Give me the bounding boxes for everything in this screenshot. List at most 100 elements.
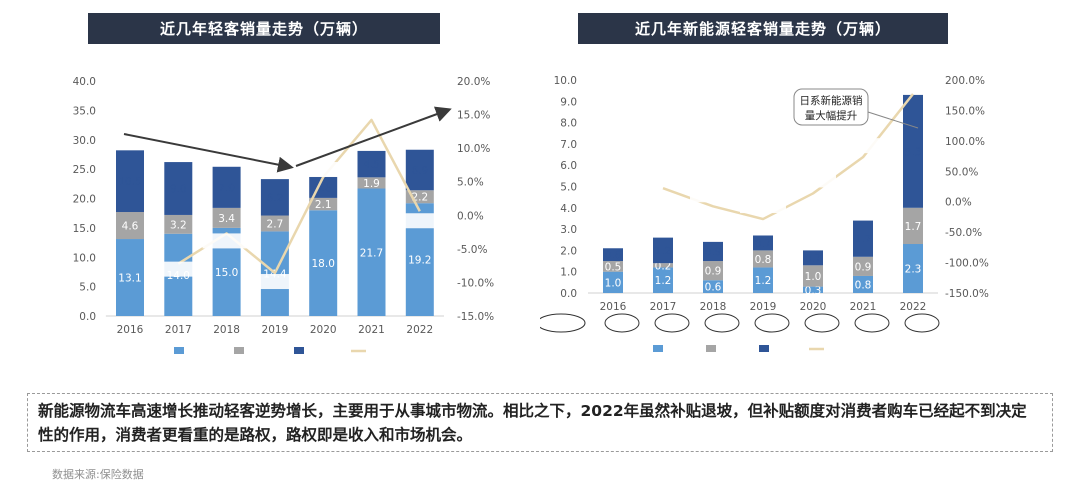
y-tick-label: 5.0 — [79, 282, 96, 294]
x-tick-label: 2019 — [750, 301, 777, 313]
bar-segment — [653, 263, 673, 268]
yoy-label-bg — [640, 168, 686, 184]
bar-data-label: 15.0 — [215, 267, 238, 279]
legend-swatch — [174, 347, 184, 354]
y-tick-label: 1.0 — [560, 267, 577, 279]
y2-tick-label: 0.0% — [945, 197, 972, 209]
bar-segment — [116, 239, 144, 316]
yoy-label-bg — [690, 187, 736, 203]
legend-swatch — [706, 345, 716, 352]
bar-data-label: 0.7 — [755, 238, 772, 250]
bar-data-label: 9.0 — [170, 184, 187, 196]
yoy-label-bg — [202, 233, 249, 249]
penetration-oval — [854, 313, 890, 333]
y-tick-label: 0.0 — [79, 311, 96, 323]
bar-data-label: 6.9 — [411, 165, 428, 177]
y-tick-label: 0.0 — [560, 288, 577, 300]
penetration-oval — [804, 313, 840, 333]
y2-tick-label: 20.0% — [457, 76, 490, 88]
x-tick-label: 2018 — [700, 301, 727, 313]
x-tick-label: 2022 — [406, 324, 433, 336]
y2-tick-label: -150.0% — [945, 288, 989, 300]
legend-swatch — [759, 345, 769, 352]
x-tick-label: 2017 — [650, 301, 677, 313]
y2-tick-label: 10.0% — [457, 143, 490, 155]
callout-box — [793, 88, 869, 126]
x-tick-label: 2020 — [310, 324, 337, 336]
yoy-label-bg — [157, 261, 204, 277]
summary-note: 新能源物流车高速增长推动轻客逆势增长，主要用于从事城市物流。相比之下，2022年… — [27, 393, 1053, 452]
bar-segment — [212, 207, 241, 228]
legend-swatch — [294, 347, 304, 354]
x-tick-label: 2018 — [213, 324, 240, 336]
y-tick-label: 15.0 — [73, 223, 96, 235]
bar-segment — [164, 162, 193, 215]
y2-tick-label: 0.0% — [457, 210, 484, 222]
y2-tick-label: -10.0% — [457, 277, 494, 289]
bar-segment — [357, 150, 386, 178]
bar-data-label: 1.7 — [855, 234, 872, 246]
chart1-svg: 0.0 5.0 10.0 15.0 20.0 25.0 30.0 35.0 40.0 -15.0%… — [73, 76, 494, 354]
bar-data-label: 1.0 — [605, 277, 622, 289]
y2-tick-label: 50.0% — [945, 166, 978, 178]
penetration-oval — [654, 313, 690, 333]
bar-segment — [853, 220, 873, 257]
chart1-title: 近几年轻客销量走势（万辆） — [88, 13, 440, 44]
bar-data-label: 13.1 — [118, 273, 141, 285]
y-tick-label: 5.0 — [560, 182, 577, 194]
y-tick-label: 3.0 — [560, 224, 577, 236]
bar-data-label: 0.5 — [605, 261, 622, 273]
y-tick-label: 8.0 — [560, 118, 577, 130]
bar-data-label: 2.1 — [315, 199, 332, 211]
yoy-label-bg — [790, 172, 836, 188]
data-source: 数据来源:保险数据 — [52, 468, 144, 481]
x-tick-label: 2022 — [900, 301, 927, 313]
bar-data-label: 1.9 — [363, 178, 380, 190]
bar-data-label: 0.8 — [755, 254, 772, 266]
bar-data-label: 18.0 — [312, 258, 335, 270]
y2-tick-label: -15.0% — [457, 311, 494, 323]
yoy-label-bg — [300, 162, 347, 178]
bar-data-label: 0.6 — [705, 282, 722, 294]
bar-segment — [753, 267, 773, 293]
bar-segment — [903, 244, 923, 293]
bar-segment — [357, 177, 386, 189]
bar-data-label: 0.6 — [605, 250, 622, 262]
bar-data-label: 10.5 — [118, 176, 141, 188]
bar-segment — [260, 179, 289, 216]
y2-tick-label: -5.0% — [457, 244, 487, 256]
bar-data-label: 4.6 — [122, 221, 139, 233]
y-tick-label: 9.0 — [560, 96, 577, 108]
x-tick-label: 2016 — [117, 324, 144, 336]
bar-segment — [603, 261, 623, 272]
bar-data-label: 0.9 — [705, 246, 722, 258]
penetration-oval — [754, 313, 790, 333]
bar-data-label: 3.4 — [218, 213, 235, 225]
bar-data-label: 1.0 — [805, 271, 822, 283]
bar-data-label: 4.5 — [363, 159, 380, 171]
y-tick-label: 2.0 — [560, 245, 577, 257]
x-tick-label: 2021 — [358, 324, 385, 336]
y2-tick-label: -50.0% — [945, 227, 982, 239]
bar-segment — [260, 215, 289, 232]
bar-data-label: 19.2 — [408, 255, 431, 267]
yoy-label-bg — [348, 98, 395, 114]
bar-segment — [212, 166, 241, 208]
callout-pointer — [867, 111, 919, 129]
y-tick-label: 20.0 — [73, 194, 96, 206]
yoy-label-bg — [890, 76, 936, 92]
bar-data-label: 0.9 — [855, 261, 872, 273]
bar-data-label: 0.7 — [805, 253, 822, 265]
y2-tick-label: 5.0% — [457, 177, 484, 189]
chart2-title: 近几年新能源轻客销量走势（万辆） — [578, 13, 948, 44]
bar-data-label: 3.2 — [170, 219, 187, 231]
y2-tick-label: 150.0% — [945, 105, 985, 117]
y-tick-label: 35.0 — [73, 105, 96, 117]
yoy-label-bg — [740, 198, 786, 214]
bar-segment — [309, 210, 338, 316]
callout-text: 日系新能源销量大幅提升 — [800, 94, 863, 122]
decline-arrow — [123, 133, 294, 173]
bar-segment — [603, 248, 623, 262]
bar-data-label: 1.2 — [655, 245, 672, 257]
penetration-oval — [904, 313, 940, 333]
